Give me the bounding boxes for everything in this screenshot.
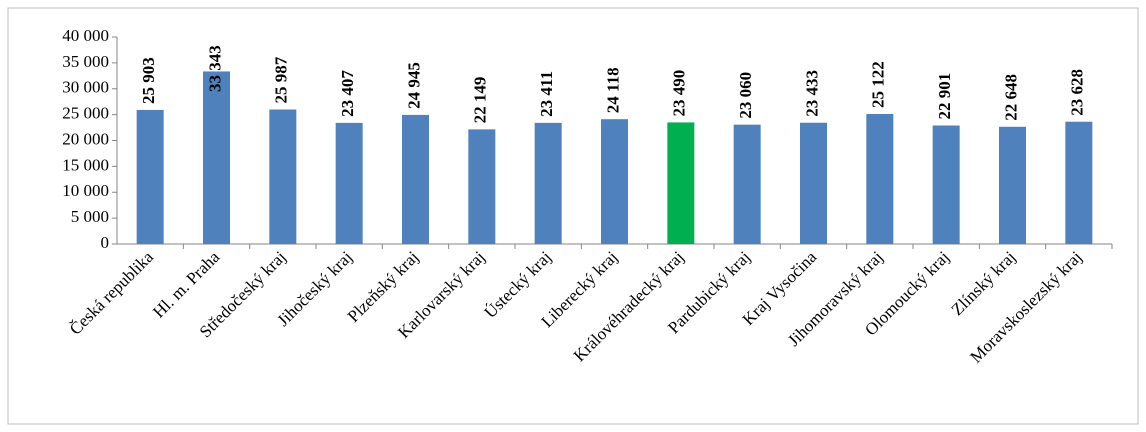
bar: [601, 119, 628, 244]
data-label: 23 433: [802, 70, 821, 117]
data-label: 22 648: [1001, 74, 1020, 121]
data-label: 22 149: [471, 77, 490, 124]
data-label: 23 411: [537, 71, 556, 117]
bar: [1065, 121, 1093, 244]
data-label: 25 122: [869, 61, 888, 108]
bar: [866, 113, 894, 244]
data-label: 23 407: [338, 70, 357, 117]
data-label: 33 343: [205, 45, 224, 92]
bar: [402, 114, 429, 244]
data-label: 25 903: [139, 57, 158, 104]
data-label: 25 987: [272, 56, 291, 103]
bar: [800, 122, 827, 244]
data-label: 22 901: [935, 73, 954, 120]
bar: [269, 109, 297, 244]
data-label: 24 118: [603, 67, 622, 113]
bar: [136, 109, 164, 245]
y-tick-label: 0: [101, 233, 110, 252]
bar: [468, 129, 496, 244]
bar: [999, 126, 1026, 244]
data-label: 23 490: [670, 70, 689, 117]
bar: [335, 122, 363, 244]
y-tick-label: 5 000: [71, 207, 109, 226]
bar: [733, 124, 761, 244]
y-tick-label: 20 000: [62, 129, 109, 148]
bar: [203, 71, 230, 244]
y-tick-label: 10 000: [62, 181, 109, 200]
bar: [534, 122, 562, 244]
data-label: 23 628: [1068, 69, 1087, 116]
data-label: 23 060: [736, 72, 755, 119]
data-label: 24 945: [404, 62, 423, 109]
y-tick-label: 40 000: [62, 26, 109, 45]
y-tick-label: 35 000: [62, 52, 109, 71]
y-tick-label: 25 000: [62, 104, 109, 123]
bar: [932, 125, 960, 244]
bar: [667, 122, 695, 244]
chart-border: [7, 7, 1139, 425]
y-tick-label: 30 000: [62, 78, 109, 97]
y-tick-label: 15 000: [62, 155, 109, 174]
